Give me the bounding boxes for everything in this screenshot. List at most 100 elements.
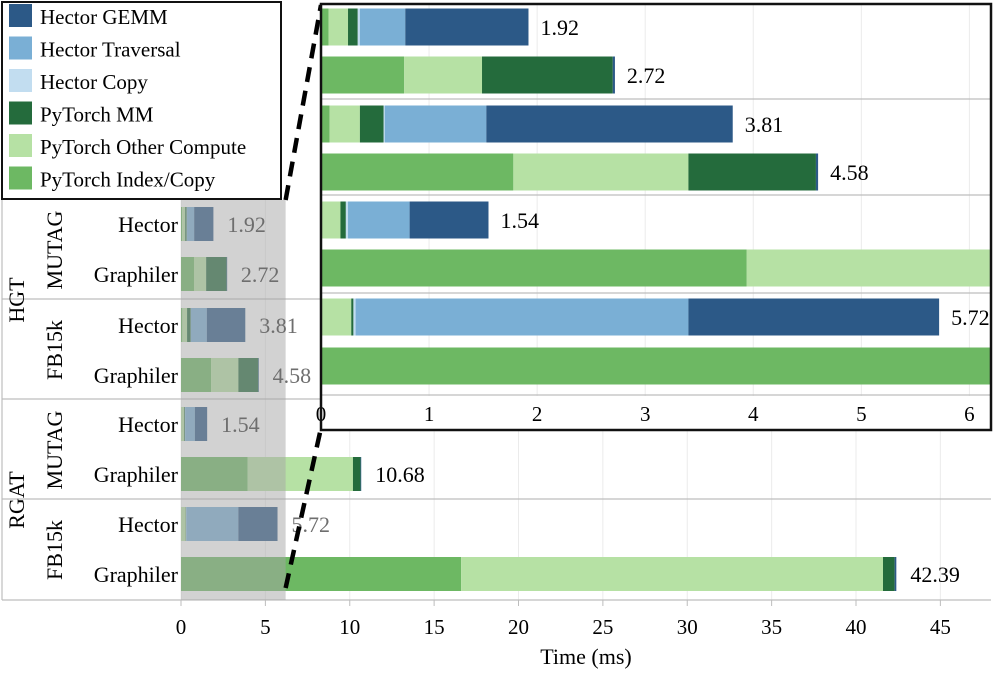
inset-total-label-rgat-mutag-hector: 1.54 <box>501 208 540 233</box>
main-total-label-rgat-mutag-graphiler: 10.68 <box>375 462 425 487</box>
x-tick-label-20: 20 <box>508 615 529 639</box>
legend-swatch-pytorch-other-compute <box>9 134 32 157</box>
legend-label-hector-copy: Hector Copy <box>40 70 148 94</box>
main-bar-rgat-fb15k-graphiler-hector-gemm <box>894 557 897 591</box>
main-total-label-hgt-fb15k-hector: 3.81 <box>259 313 298 338</box>
inset-bar-hgt-mutag-hector-pytorch-other-compute <box>328 8 349 46</box>
dataset-label-hgt-mutag: MUTAG <box>42 210 67 289</box>
inset-bar-hgt-mutag-graphiler-pytorch-index-copy <box>321 56 405 94</box>
dataset-label-rgat-mutag: MUTAG <box>42 410 67 489</box>
row-label-hgt-mutag-hector: Hector <box>118 212 179 237</box>
row-label-rgat-fb15k-graphiler: Graphiler <box>94 562 179 587</box>
inset-bar-rgat-fb15k-hector-hector-traversal <box>355 298 689 336</box>
legend: Hector GEMM Hector Traversal Hector Copy Py… <box>1 1 282 200</box>
model-label-hgt: HGT <box>4 277 29 323</box>
inset-bar-rgat-mutag-hector-hector-traversal <box>348 201 410 239</box>
inset-bar-hgt-mutag-graphiler-pytorch-other-compute <box>404 56 483 94</box>
x-tick-label-10: 10 <box>339 615 360 639</box>
main-total-label-rgat-mutag-hector: 1.54 <box>221 412 260 437</box>
row-label-rgat-mutag-graphiler: Graphiler <box>94 462 179 487</box>
inset-bar-hgt-fb15k-hector-pytorch-mm <box>359 105 384 143</box>
inset-bar-rgat-mutag-hector-pytorch-mm <box>340 201 346 239</box>
inset-bar-rgat-fb15k-hector-pytorch-other-compute <box>321 298 352 336</box>
row-label-hgt-mutag-graphiler: Graphiler <box>94 262 179 287</box>
inset-bar-rgat-mutag-hector-hector-copy <box>345 201 349 239</box>
inset-total-label-hgt-fb15k-graphiler: 4.58 <box>830 160 869 185</box>
main-bar-rgat-mutag-graphiler-hector-gemm <box>360 457 362 491</box>
legend-label-hector-gemm: Hector GEMM <box>40 5 168 29</box>
legend-box <box>1 1 282 200</box>
inset-bar-hgt-fb15k-hector-hector-traversal <box>384 105 487 143</box>
zoom-highlight-region <box>181 200 286 600</box>
legend-swatch-hector-gemm <box>9 4 32 27</box>
zoom-inset: 1.922.723.814.581.545.720 1 2 3 4 5 6 <box>316 2 993 432</box>
inset-x-tick-label-5: 5 <box>856 402 867 426</box>
highlight-rect <box>181 200 286 600</box>
inset-bar-rgat-fb15k-hector-hector-gemm <box>688 298 940 336</box>
inset-bar-rgat-mutag-hector-pytorch-other-compute <box>321 201 341 239</box>
main-total-label-hgt-mutag-hector: 1.92 <box>227 212 266 237</box>
main-bar-rgat-fb15k-graphiler-pytorch-mm <box>883 557 895 591</box>
x-tick-label-25: 25 <box>592 615 613 639</box>
main-bar-rgat-mutag-graphiler-pytorch-mm <box>352 457 361 491</box>
inset-bar-hgt-fb15k-graphiler-pytorch-index-copy <box>321 153 514 191</box>
x-tick-label-0: 0 <box>176 615 187 639</box>
legend-label-pytorch-other-compute: PyTorch Other Compute <box>40 135 246 159</box>
zoom-connector-lines <box>283 4 324 589</box>
legend-label-hector-traversal: Hector Traversal <box>40 38 181 62</box>
inset-bar-hgt-fb15k-hector-hector-copy <box>383 105 385 143</box>
x-tick-label-35: 35 <box>761 615 782 639</box>
inset-bar-hgt-mutag-hector-hector-traversal <box>359 8 406 46</box>
zoom-line-top <box>283 4 324 201</box>
inset-total-label-hgt-mutag-graphiler: 2.72 <box>627 63 666 88</box>
inset-x-tick-label-3: 3 <box>640 402 651 426</box>
inset-bar-rgat-mutag-hector-hector-gemm <box>409 201 489 239</box>
legend-swatch-pytorch-index-copy <box>9 166 32 190</box>
inset-total-label-hgt-fb15k-hector: 3.81 <box>745 112 784 137</box>
dataset-label-hgt-fb15k: FB15k <box>42 320 67 380</box>
row-label-hgt-fb15k-graphiler: Graphiler <box>94 363 179 388</box>
main-bar-rgat-fb15k-graphiler-pytorch-other-compute <box>461 557 883 591</box>
inset-bar-hgt-fb15k-hector-hector-gemm <box>486 105 733 143</box>
row-label-hgt-fb15k-hector: Hector <box>118 313 179 338</box>
inset-bar-hgt-mutag-hector-hector-copy <box>357 8 360 46</box>
row-labels: Hector Graphiler Hector Graphiler Hector Grap… <box>4 210 179 587</box>
inset-bar-rgat-mutag-graphiler-pytorch-index-copy <box>321 249 747 287</box>
zoom-line-bottom <box>283 427 324 589</box>
legend-swatch-hector-traversal <box>9 36 32 60</box>
legend-label-pytorch-mm: PyTorch MM <box>40 103 154 127</box>
inset-bar-hgt-fb15k-graphiler-pytorch-mm <box>688 153 816 191</box>
inset-bar-hgt-fb15k-hector-pytorch-index-copy <box>321 105 330 143</box>
inset-bars <box>321 8 991 385</box>
inset-total-label-rgat-fb15k-hector: 5.72 <box>951 305 990 330</box>
inset-bar-hgt-mutag-hector-hector-gemm <box>405 8 529 46</box>
inset-bar-hgt-fb15k-graphiler-hector-gemm <box>815 153 819 191</box>
inset-bar-hgt-fb15k-graphiler-pytorch-other-compute <box>513 153 689 191</box>
inset-bar-rgat-fb15k-graphiler-pytorch-index-copy <box>321 347 991 385</box>
x-tick-label-30: 30 <box>677 615 698 639</box>
inset-bar-hgt-fb15k-hector-pytorch-other-compute <box>329 105 360 143</box>
inset-bar-hgt-mutag-graphiler-pytorch-mm <box>482 56 613 94</box>
x-tick-label-15: 15 <box>424 615 445 639</box>
x-tick-label-40: 40 <box>846 615 867 639</box>
legend-swatch-hector-copy <box>9 69 32 92</box>
main-total-label-rgat-fb15k-graphiler: 42.39 <box>910 562 960 587</box>
inset-bar-hgt-mutag-hector-pytorch-mm <box>348 8 358 46</box>
legend-swatch-pytorch-mm <box>9 101 32 125</box>
inset-bar-rgat-mutag-graphiler-pytorch-other-compute <box>746 249 991 287</box>
inset-frame <box>319 2 993 432</box>
inset-x-tick-label-6: 6 <box>964 402 975 426</box>
x-tick-label-5: 5 <box>260 615 271 639</box>
dataset-label-rgat-fb15k: FB15k <box>42 520 67 580</box>
inset-bar-rgat-fb15k-hector-pytorch-mm <box>351 298 354 336</box>
inset-total-label-hgt-mutag-hector: 1.92 <box>540 15 579 40</box>
x-axis: 0 5 10 15 20 25 30 35 40 45 Time (ms) <box>176 600 951 669</box>
main-total-label-hgt-mutag-graphiler: 2.72 <box>241 262 280 287</box>
legend-label-pytorch-index-copy: PyTorch Index/Copy <box>40 168 216 192</box>
row-label-rgat-fb15k-hector: Hector <box>118 512 179 537</box>
inset-bar-hgt-mutag-hector-pytorch-index-copy <box>321 8 329 46</box>
row-label-rgat-mutag-hector: Hector <box>118 412 179 437</box>
inset-x-tick-label-1: 1 <box>424 402 435 426</box>
